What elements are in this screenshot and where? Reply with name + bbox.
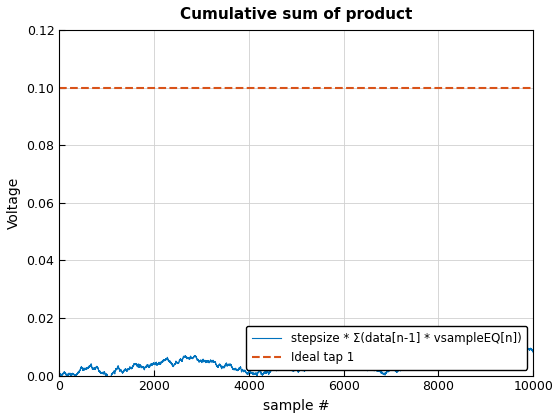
stepsize * Σ(data[n-1] * vsampleEQ[n]) (58, 373, 65, 378)
stepsize * Σ(data[n-1] * vsampleEQ[n]) (288, 367, 295, 372)
stepsize * Σ(data[n-1] * vsampleEQ[n]) (505, 344, 511, 349)
stepsize * Σ(data[n-1] * vsampleEQ[n]) (530, 350, 536, 355)
stepsize * Σ(data[n-1] * vsampleEQ[n]) (85, 366, 91, 371)
Title: Cumulative sum of product: Cumulative sum of product (180, 7, 412, 22)
Y-axis label: Voltage: Voltage (7, 177, 21, 229)
Ideal tap 1 (56, 85, 63, 90)
X-axis label: sample #: sample # (263, 399, 329, 413)
stepsize * Σ(data[n-1] * vsampleEQ[n]) (149, 362, 156, 367)
Legend: stepsize * Σ(data[n-1] * vsampleEQ[n]), Ideal tap 1: stepsize * Σ(data[n-1] * vsampleEQ[n]), … (246, 326, 527, 370)
stepsize * Σ(data[n-1] * vsampleEQ[n]) (56, 373, 63, 378)
stepsize * Σ(data[n-1] * vsampleEQ[n]) (438, 337, 445, 342)
Line: stepsize * Σ(data[n-1] * vsampleEQ[n]): stepsize * Σ(data[n-1] * vsampleEQ[n]) (59, 340, 533, 380)
stepsize * Σ(data[n-1] * vsampleEQ[n]) (76, 369, 82, 374)
Ideal tap 1 (56, 85, 63, 90)
stepsize * Σ(data[n-1] * vsampleEQ[n]) (107, 377, 114, 382)
